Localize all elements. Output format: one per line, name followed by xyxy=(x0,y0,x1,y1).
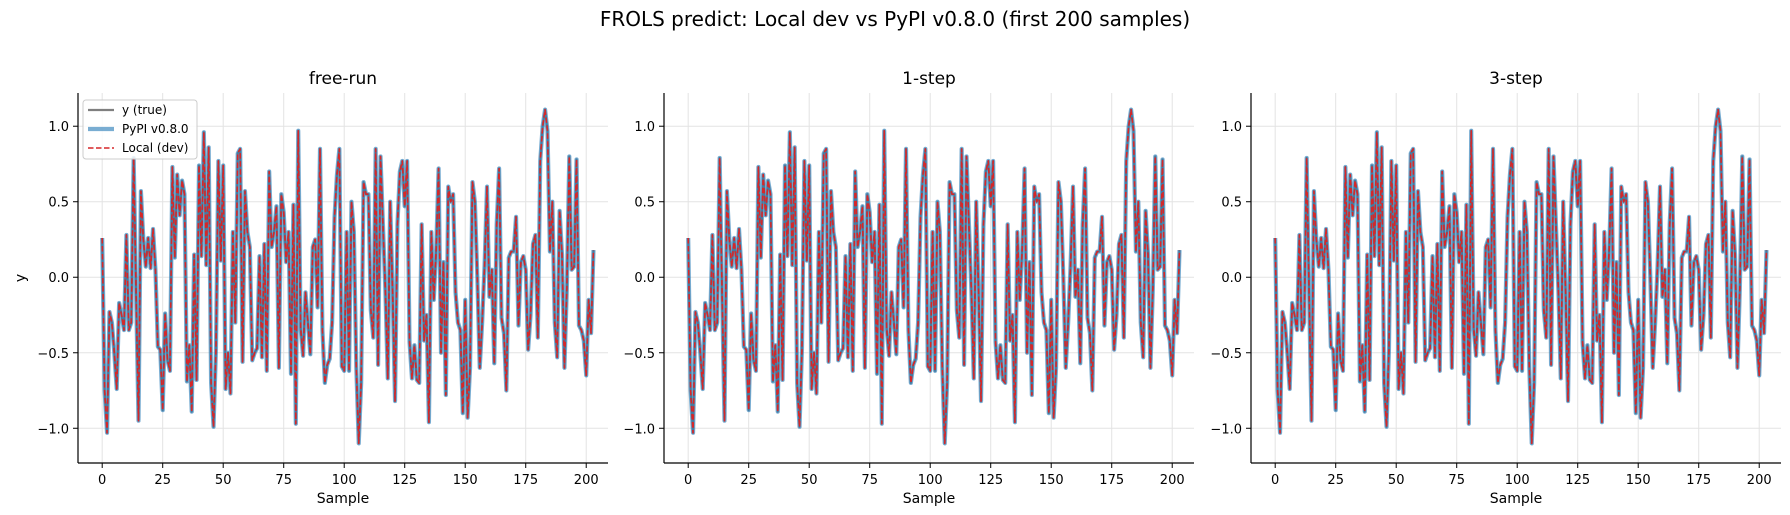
y-tick-label: −1.0 xyxy=(1210,422,1242,437)
y-tick-label: −0.5 xyxy=(623,347,655,362)
x-tick-label: 75 xyxy=(1448,473,1465,488)
panel-1-step: 0 25 50 75 100 125 150 175 200 1.0 0.5 0.0 −0.5 −1.0 1… xyxy=(623,69,1194,507)
y-tick-label: 1.0 xyxy=(634,120,655,135)
x-tick-label: 25 xyxy=(740,473,757,488)
series-local-dev xyxy=(101,108,595,445)
x-tick-label: 0 xyxy=(684,473,692,488)
x-tick-label: 200 xyxy=(574,473,599,488)
y-tick-label: 0.0 xyxy=(48,271,69,286)
series-local-dev xyxy=(1274,108,1768,445)
x-tick-label: 200 xyxy=(1160,473,1185,488)
x-tick-label: 175 xyxy=(1099,473,1124,488)
x-tick-label: 0 xyxy=(98,473,106,488)
x-tick-label: 125 xyxy=(978,473,1003,488)
y-tick-label: −0.5 xyxy=(37,347,69,362)
x-tick-label: 50 xyxy=(215,473,232,488)
x-tick-label: 100 xyxy=(918,473,943,488)
x-tick-label: 25 xyxy=(154,473,171,488)
y-tick-label: 0.0 xyxy=(634,271,655,286)
x-tick-label: 125 xyxy=(1565,473,1590,488)
x-tick-label: 150 xyxy=(1626,473,1651,488)
figure-title: FROLS predict: Local dev vs PyPI v0.8.0 … xyxy=(600,7,1190,31)
x-tick-label: 175 xyxy=(1686,473,1711,488)
legend: y (true) PyPI v0.8.0 Local (dev) xyxy=(82,99,198,160)
x-tick-label: 100 xyxy=(1505,473,1530,488)
legend-box xyxy=(82,99,198,160)
panel-free-run: 0 25 50 75 100 125 150 175 200 1.0 0.5 0.0 −0.5 −1.0 f… xyxy=(13,69,608,507)
legend-label: y (true) xyxy=(122,103,167,117)
x-axis-label: Sample xyxy=(1490,491,1543,507)
y-tick-label: −1.0 xyxy=(37,422,69,437)
y-tick-label: −0.5 xyxy=(1210,347,1242,362)
y-tick-label: 1.0 xyxy=(1221,120,1242,135)
y-tick-label: 0.5 xyxy=(1221,196,1242,211)
x-tick-label: 150 xyxy=(453,473,478,488)
x-tick-label: 50 xyxy=(1388,473,1405,488)
legend-label: PyPI v0.8.0 xyxy=(122,122,189,136)
x-tick-label: 50 xyxy=(801,473,818,488)
x-axis-label: Sample xyxy=(317,491,370,507)
legend-label: Local (dev) xyxy=(122,141,188,155)
series-local-dev xyxy=(687,108,1181,445)
x-tick-label: 0 xyxy=(1271,473,1279,488)
x-tick-label: 25 xyxy=(1327,473,1344,488)
x-tick-label: 150 xyxy=(1039,473,1064,488)
x-tick-label: 100 xyxy=(332,473,357,488)
panel-3-step: 0 25 50 75 100 125 150 175 200 1.0 0.5 0.0 −0.5 −1.0 3… xyxy=(1210,69,1781,507)
x-axis-label: Sample xyxy=(903,491,956,507)
panel-title: 1-step xyxy=(902,69,956,89)
y-tick-label: −1.0 xyxy=(623,422,655,437)
x-tick-label: 75 xyxy=(275,473,292,488)
y-tick-label: 0.0 xyxy=(1221,271,1242,286)
x-tick-label: 75 xyxy=(861,473,878,488)
y-tick-label: 0.5 xyxy=(48,196,69,211)
y-tick-label: 1.0 xyxy=(48,120,69,135)
x-tick-label: 200 xyxy=(1747,473,1772,488)
panel-title: free-run xyxy=(309,69,377,89)
y-tick-label: 0.5 xyxy=(634,196,655,211)
x-tick-label: 125 xyxy=(392,473,417,488)
y-axis-label: y xyxy=(13,274,29,282)
panel-title: 3-step xyxy=(1489,69,1543,89)
x-tick-label: 175 xyxy=(513,473,538,488)
